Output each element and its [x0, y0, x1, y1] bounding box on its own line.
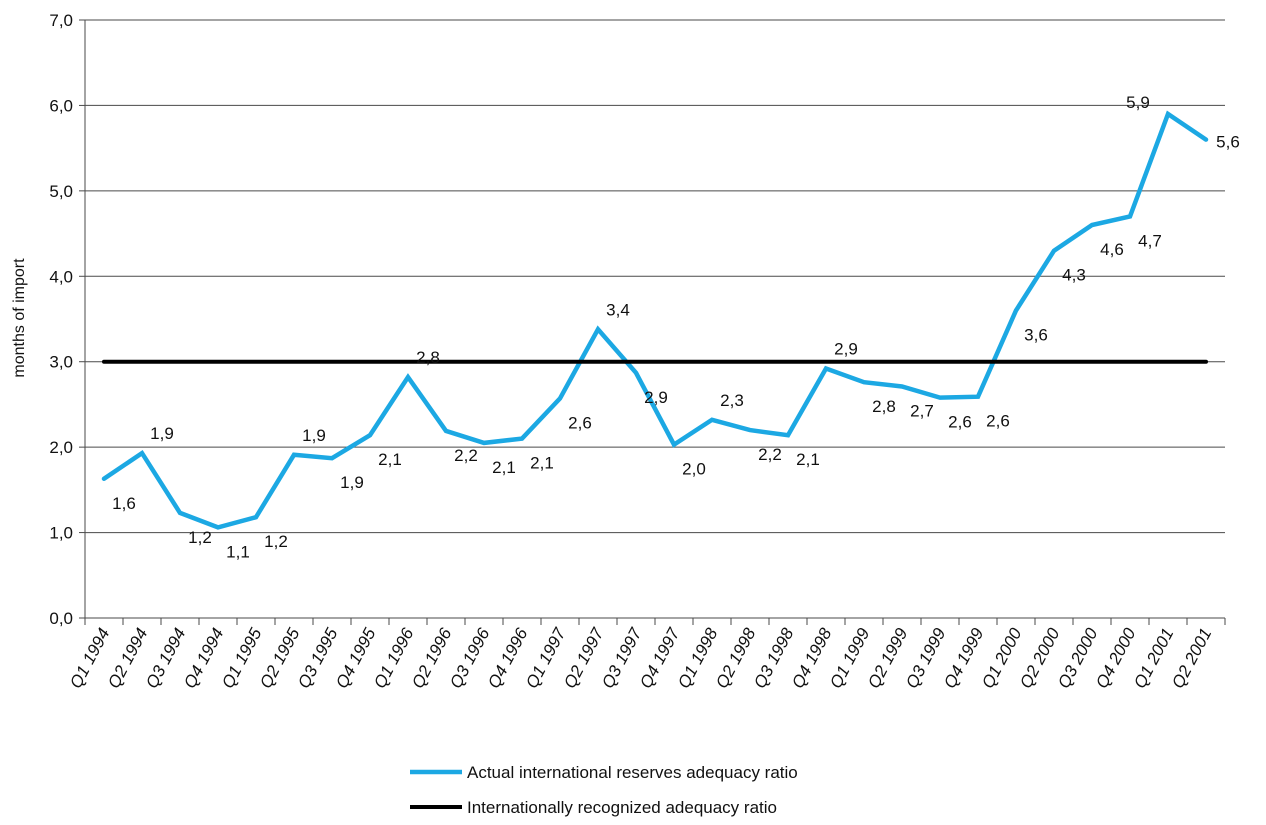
y-tick-label: 3,0: [49, 353, 73, 372]
y-tick-label: 7,0: [49, 11, 73, 30]
y-tick-label: 1,0: [49, 524, 73, 543]
data-label: 1,9: [340, 473, 364, 492]
data-label: 2,2: [454, 446, 478, 465]
data-label: 5,9: [1126, 93, 1150, 112]
axes: [79, 19, 1226, 625]
data-label: 3,4: [606, 300, 630, 319]
y-tick-label: 4,0: [49, 267, 73, 286]
gridlines: [85, 19, 1225, 534]
data-label: 2,1: [530, 454, 554, 473]
actual-ratio-line: [101, 110, 1209, 530]
data-label: 2,7: [910, 401, 934, 420]
data-label: 2,8: [872, 397, 896, 416]
y-tick-labels: 0,0 1,0 2,0 3,0 4,0 5,0 6,0 7,0: [49, 11, 73, 628]
y-tick-label: 2,0: [49, 438, 73, 457]
data-label: 1,1: [226, 542, 250, 561]
data-label: 2,8: [416, 348, 440, 367]
data-label: 2,9: [644, 388, 668, 407]
data-label: 2,1: [796, 450, 820, 469]
y-axis-label: months of import: [11, 258, 28, 378]
y-tick-label: 5,0: [49, 182, 73, 201]
legend: Actual international reserves adequacy r…: [410, 763, 798, 817]
y-tick-label: 6,0: [49, 96, 73, 115]
data-label: 2,3: [720, 391, 744, 410]
data-label: 1,2: [264, 532, 288, 551]
data-label: 2,2: [758, 445, 782, 464]
data-label: 2,6: [948, 413, 972, 432]
data-label: 4,3: [1062, 266, 1086, 285]
series-lines: [101, 110, 1209, 530]
data-label: 4,7: [1138, 231, 1162, 250]
legend-label: Internationally recognized adequacy rati…: [467, 798, 777, 817]
data-label: 2,0: [682, 460, 706, 479]
data-label: 3,6: [1024, 325, 1048, 344]
data-label: 2,6: [568, 413, 592, 432]
data-label: 1,9: [150, 424, 174, 443]
data-label: 1,9: [302, 426, 326, 445]
y-tick-label: 0,0: [49, 609, 73, 628]
data-label: 2,9: [834, 340, 858, 359]
data-label: 2,1: [378, 450, 402, 469]
data-labels: 1,6 1,9 1,2 1,1 1,2 1,9 1,9 2,1 2,8 2,2 2,1 2,1 2,6 3…: [112, 93, 1240, 561]
data-label: 4,6: [1100, 240, 1124, 259]
data-label: 2,1: [492, 458, 516, 477]
data-label: 1,6: [112, 494, 136, 513]
legend-label: Actual international reserves adequacy r…: [467, 763, 798, 782]
data-label: 1,2: [188, 528, 212, 547]
data-label: 5,6: [1216, 133, 1240, 152]
data-label: 2,6: [986, 412, 1010, 431]
